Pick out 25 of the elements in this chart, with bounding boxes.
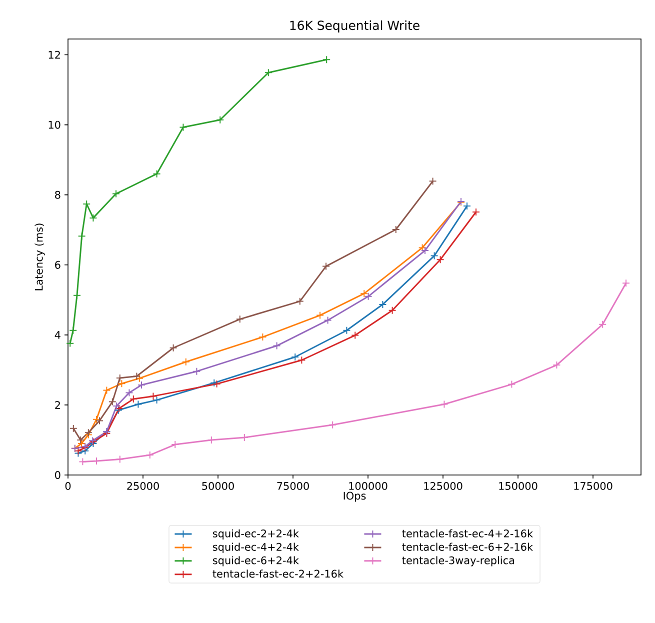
chart-title: 16K Sequential Write bbox=[290, 20, 420, 32]
y-tick-label: 8 bbox=[55, 190, 60, 199]
y-tick-label: 6 bbox=[55, 260, 60, 269]
y-tick-label: 10 bbox=[48, 120, 60, 129]
y-tick-label: 2 bbox=[55, 401, 60, 409]
y-tick-label: 0 bbox=[55, 471, 60, 479]
legend-label: squid-ec-2+2-4k bbox=[212, 529, 299, 540]
legend-label: tentacle-3way-replica bbox=[402, 556, 514, 566]
legend-label: squid-ec-6+2-4k bbox=[212, 556, 299, 566]
x-tick-label: 0 bbox=[65, 482, 71, 490]
x-tick-label: 150000 bbox=[499, 482, 538, 490]
x-tick-label: 100000 bbox=[349, 482, 388, 490]
y-tick-label: 12 bbox=[48, 50, 60, 59]
x-tick-label: 75000 bbox=[277, 482, 309, 490]
y-tick-label: 4 bbox=[54, 331, 60, 339]
x-tick-label: 50000 bbox=[202, 482, 234, 490]
legend-label: tentacle-fast-ec-4+2-16k bbox=[402, 529, 533, 538]
x-axis-title: IOps bbox=[344, 492, 366, 502]
x-tick-label: 125000 bbox=[424, 482, 462, 490]
x-tick-label: 175000 bbox=[574, 482, 612, 490]
y-axis-title: Latency (ms) bbox=[34, 224, 45, 290]
legend-label: tentacle-fast-ec-6+2-16k bbox=[402, 542, 533, 551]
x-tick-label: 25000 bbox=[127, 482, 159, 490]
legend-label: tentacle-fast-ec-2+2-16k bbox=[212, 570, 344, 578]
legend-label: squid-ec-4+2-4k bbox=[212, 542, 299, 553]
